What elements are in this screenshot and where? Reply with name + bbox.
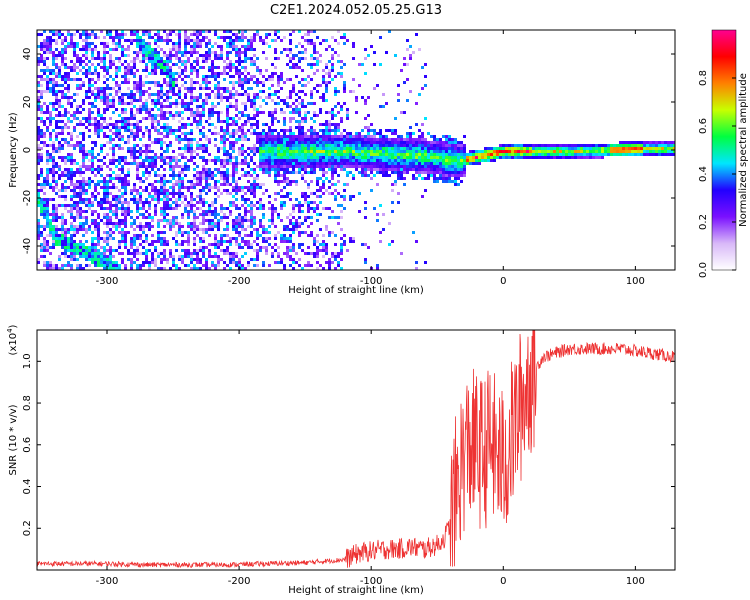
x-tick-label: 0 [500,276,506,287]
x-tick-label: 100 [626,276,645,287]
x-tick-label: -300 [96,276,119,287]
x-tick-label: -200 [228,276,251,287]
y-tick-label: -20 [22,190,33,206]
snr-panel: -300 -200 -100 0 100 0.2 0.4 0.6 0.8 1.0 Height … [6,324,676,596]
spectrogram-x-ticks: -300 -200 -100 0 100 [96,30,645,287]
colorbar-tick-label: 0.4 [698,166,709,182]
y-tick-label: 0.2 [22,520,33,536]
snr-y-label: SNR (10 * v/v) [8,404,19,475]
x-tick-label: 0 [500,576,506,587]
y-tick-label: -40 [22,238,33,254]
x-tick-label: -100 [360,276,383,287]
snr-series-line [37,330,675,569]
x-tick-label: -200 [228,576,251,587]
chart-title: C2E1.2024.052.05.25.G13 [270,3,442,18]
y-tick-label: 40 [22,48,33,61]
colorbar-gradient [711,29,737,271]
spectrogram-y-label: Frequency (Hz) [8,112,19,188]
y-tick-label: 1.0 [22,353,33,369]
x-tick-label: -100 [360,576,383,587]
snr-y-ticks: 0.2 0.4 0.6 0.8 1.0 [22,353,675,536]
colorbar-tick-label: 0.6 [698,118,709,134]
colorbar-tick-label: 0.0 [698,262,709,278]
colorbar-tick-label: 0.2 [698,214,709,230]
snr-frame [36,329,676,571]
y-tick-label: 0.8 [22,395,33,411]
spectrogram-x-label: Height of straight line (km) [288,285,424,296]
x-tick-label: 100 [626,576,645,587]
x-tick-label: -300 [96,576,119,587]
spectrogram-y-ticks: -40 -20 0 20 40 [22,48,675,254]
snr-y-scale-label: (x104) [6,324,19,355]
colorbar: 0.0 0.2 0.4 0.6 0.8 Normalized spectral ampl… [698,29,749,278]
y-tick-label: 20 [22,96,33,109]
snr-x-label: Height of straight line (km) [288,585,424,596]
colorbar-tick-label: 0.8 [698,70,709,86]
spectrogram-cells [37,30,675,270]
y-tick-label: 0 [22,147,33,153]
colorbar-label: Normalized spectral amplitude [738,73,749,227]
y-tick-label: 0.4 [22,479,33,495]
colorbar-ticks: 0.0 0.2 0.4 0.6 0.8 [698,70,736,278]
y-tick-label: 0.6 [22,437,33,453]
snr-x-ticks: -300 -200 -100 0 100 [96,330,645,587]
